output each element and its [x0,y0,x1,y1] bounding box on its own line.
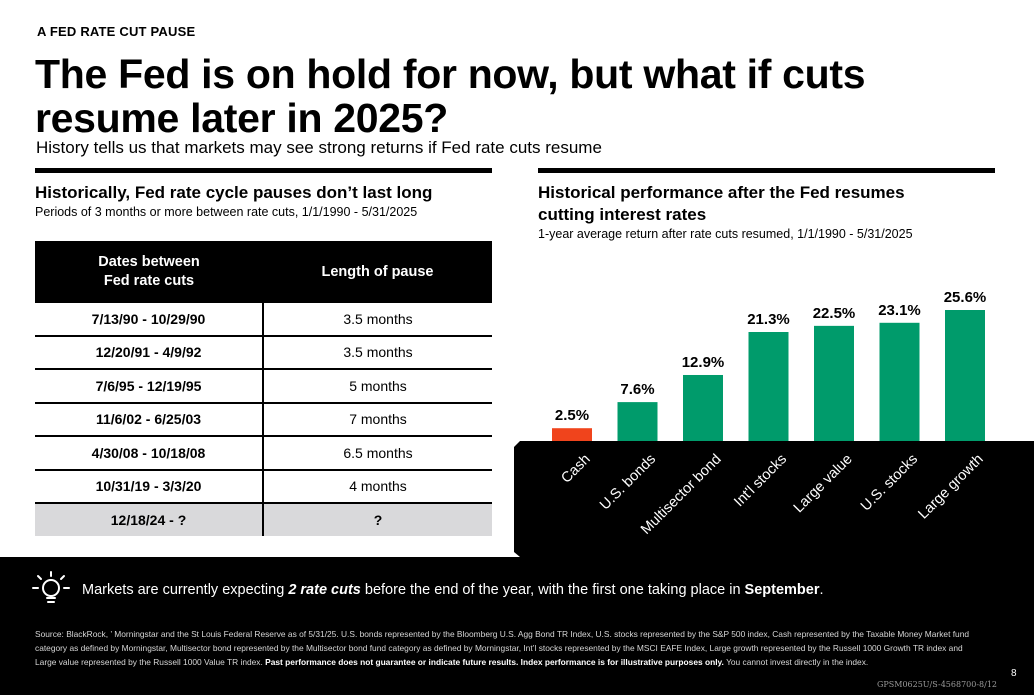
column-header-dates: Dates between Fed rate cuts [35,241,263,303]
document-code: GPSM0625U/S-4568700-8/12 [877,680,998,689]
row-length: 7 months [263,402,492,437]
row-length: 6.5 months [263,436,492,471]
callout-month: September [744,582,820,598]
data-label-0: 2.5% [555,407,589,424]
table-row: 10/31/19 - 3/3/20 4 months [35,469,492,504]
bar-1 [617,402,658,441]
data-label-6: 25.6% [944,289,987,306]
bar-4 [814,325,854,441]
footnote-text-end: You cannot invest directly in the index. [723,657,869,667]
left-section-rule [35,168,492,173]
row-length: 4 months [263,469,492,504]
row-dates: 10/31/19 - 3/3/20 [35,469,264,504]
table-header-row: Dates between Fed rate cuts Length of pa… [35,241,492,303]
rate-pause-table: Dates between Fed rate cuts Length of pa… [35,241,492,536]
bar-5 [879,322,920,441]
column-header-dates-line1: Dates between [98,254,200,270]
row-dates: 12/18/24 - ? [35,503,264,536]
callout-mid: before the end of the year, with the fir… [360,582,745,598]
column-header-length: Length of pause [263,241,492,303]
row-dates: 7/6/95 - 12/19/95 [35,369,264,404]
row-dates: 7/13/90 - 10/29/90 [35,303,264,337]
row-dates: 12/20/91 - 4/9/92 [35,335,264,370]
chart-title-line2: cutting interest rates [538,205,707,224]
row-dates: 11/6/02 - 6/25/03 [35,402,264,437]
bar-3 [748,332,789,441]
table-subtitle: Periods of 3 months or more between rate… [35,205,418,219]
lightbulb-icon [30,568,72,612]
bar-6 [945,310,985,441]
row-length: 5 months [263,369,492,404]
footnote: Source: BlackRock, ’ Morningstar and the… [35,627,985,669]
table-row: 7/13/90 - 10/29/90 3.5 months [35,303,492,337]
table-row-current: 12/18/24 - ?? [35,503,492,536]
row-length: 3.5 months [263,303,492,337]
bottom-band [0,557,1034,695]
table-row: 11/6/02 - 6/25/03 7 months [35,402,492,437]
page-title: The Fed is on hold for now, but what if … [35,51,866,141]
table-row: 7/6/95 - 12/19/95 5 months [35,369,492,404]
row-dates: 4/30/08 - 10/18/08 [35,436,264,471]
callout-emphasis: 2 rate cuts [288,582,361,598]
data-label-1: 7.6% [620,381,654,398]
chart-subtitle: 1-year average return after rate cuts re… [538,227,913,241]
right-section-rule [538,168,995,173]
bar-0 [552,428,592,441]
page-number: 8 [1011,668,1017,679]
callout-pre: Markets are currently expecting [82,582,289,598]
footnote-disclaimer: Past performance does not guarantee or i… [265,657,724,667]
table-row: 12/20/91 - 4/9/92 3.5 months [35,335,492,370]
callout-text: Markets are currently expecting 2 rate c… [82,582,824,598]
callout-post: . [819,582,824,598]
table-row: 4/30/08 - 10/18/08 6.5 months [35,436,492,471]
column-header-dates-line2: Fed rate cuts [103,273,195,289]
data-label-2: 12.9% [682,354,725,371]
chart-axis-band [514,441,1034,557]
chart-title-line1: Historical performance after the Fed res… [538,183,905,202]
data-label-4: 22.5% [813,305,856,322]
table-title: Historically, Fed rate cycle pauses don’… [35,183,433,202]
bar-2 [683,374,723,441]
row-length: ? [263,503,492,536]
data-label-5: 23.1% [878,302,921,319]
footnote-text: Source: BlackRock, ’ Morningstar and the… [35,629,970,667]
row-length: 3.5 months [263,335,492,370]
page-subtitle: History tells us that markets may see st… [36,138,602,157]
kicker: A FED RATE CUT PAUSE [37,24,196,39]
data-label-3: 21.3% [747,311,790,328]
